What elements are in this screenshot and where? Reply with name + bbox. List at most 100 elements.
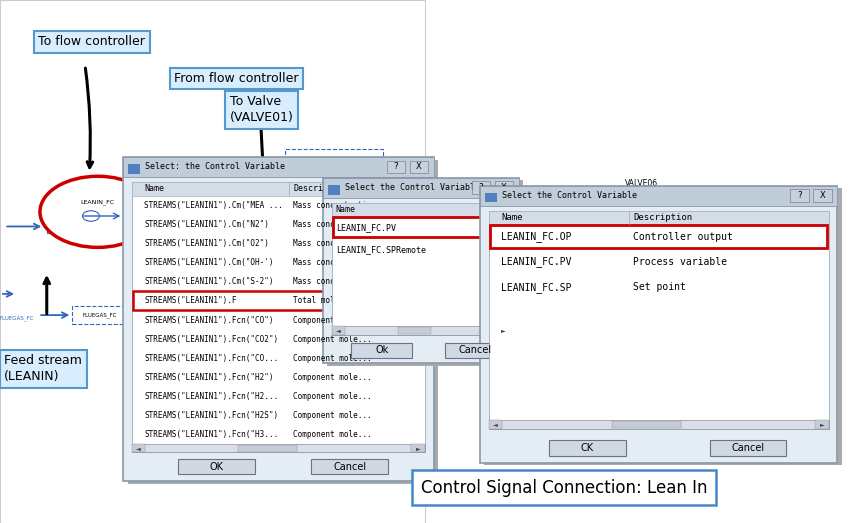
- Bar: [328, 185, 340, 195]
- Text: From flow controller: From flow controller: [174, 72, 298, 85]
- Text: VALVE06: VALVE06: [626, 179, 658, 188]
- Text: Control Signal Connection: Lean In: Control Signal Connection: Lean In: [421, 479, 707, 496]
- Text: STREAMS("LEANIN1").Fcn("CO2"): STREAMS("LEANIN1").Fcn("CO2"): [144, 335, 279, 344]
- Bar: [323, 178, 518, 198]
- Bar: [489, 420, 829, 429]
- Text: STREAMS("LEANIN1").Cm("N2"): STREAMS("LEANIN1").Cm("N2"): [144, 220, 269, 229]
- Bar: [128, 164, 140, 174]
- Bar: [411, 444, 425, 452]
- Text: FLUEGAS_FC: FLUEGAS_FC: [0, 315, 34, 321]
- Text: Process variable: Process variable: [633, 257, 728, 267]
- Text: STREAMS("LEANIN1").Cm("S-2"): STREAMS("LEANIN1").Cm("S-2"): [144, 277, 274, 286]
- Text: 2: 2: [393, 184, 397, 190]
- Bar: [285, 149, 382, 199]
- Text: STREAMS("LEANIN1").Fcn("H2...: STREAMS("LEANIN1").Fcn("H2...: [144, 392, 279, 401]
- Text: OK: OK: [209, 461, 224, 472]
- Text: LEANIN_FC: LEANIN_FC: [81, 200, 115, 205]
- Text: X: X: [502, 183, 507, 192]
- Text: LEANIN_FC.PV: LEANIN_FC.PV: [502, 257, 572, 267]
- Text: ►: ►: [501, 328, 506, 333]
- Bar: [332, 326, 345, 335]
- Text: X: X: [820, 191, 825, 200]
- Text: Component mole...: Component mole...: [293, 430, 371, 439]
- Text: Select: the Control Variable: Select: the Control Variable: [145, 162, 286, 172]
- Bar: [445, 343, 506, 358]
- Text: STREAMS("LEANIN1").Fcn("H3...: STREAMS("LEANIN1").Fcn("H3...: [144, 430, 279, 439]
- Polygon shape: [185, 222, 202, 237]
- Text: STREAMS("LEANIN1").Cm("MEA ...: STREAMS("LEANIN1").Cm("MEA ...: [144, 201, 283, 210]
- Bar: [612, 421, 681, 428]
- Text: Controller output: Controller output: [633, 232, 733, 242]
- Text: ?: ?: [479, 183, 484, 192]
- Text: ►: ►: [416, 446, 421, 451]
- Text: Mass concentrati...: Mass concentrati...: [293, 277, 381, 286]
- Text: STREAMS("LEANIN1").Cm("OH-'): STREAMS("LEANIN1").Cm("OH-'): [144, 258, 274, 267]
- Text: Cancel: Cancel: [459, 345, 492, 356]
- Text: ◄: ◄: [493, 422, 498, 427]
- Bar: [132, 182, 425, 196]
- Bar: [790, 189, 809, 202]
- Bar: [132, 444, 425, 452]
- Bar: [311, 459, 388, 474]
- Bar: [480, 186, 837, 463]
- Bar: [813, 189, 832, 202]
- Bar: [410, 161, 428, 173]
- Bar: [333, 217, 508, 237]
- Bar: [484, 188, 842, 465]
- Bar: [239, 445, 297, 452]
- Bar: [485, 193, 497, 202]
- Text: STREAMS("LEANIN1").Fcn("H2S"): STREAMS("LEANIN1").Fcn("H2S"): [144, 411, 279, 420]
- Text: ?: ?: [797, 191, 802, 200]
- Text: Component mole...: Component mole...: [293, 335, 371, 344]
- Text: ?: ?: [394, 162, 399, 172]
- Text: ABS...: ABS...: [246, 202, 264, 208]
- Text: LEANIN_FC.PV: LEANIN_FC.PV: [336, 223, 396, 232]
- Bar: [489, 211, 829, 429]
- Text: ◄: ◄: [336, 328, 341, 333]
- Polygon shape: [168, 222, 185, 237]
- Polygon shape: [320, 306, 337, 321]
- Text: STREAMS("LEANIN1").Fcn("CO"): STREAMS("LEANIN1").Fcn("CO"): [144, 315, 274, 325]
- Bar: [495, 181, 513, 194]
- Bar: [398, 327, 431, 334]
- Text: STREAMS("LEANIN1").F: STREAMS("LEANIN1").F: [144, 297, 237, 305]
- Text: ►: ►: [819, 422, 824, 427]
- Text: Component mole...: Component mole...: [293, 411, 371, 420]
- Text: STREAMS("LEANIN1").Fcn("CO...: STREAMS("LEANIN1").Fcn("CO...: [144, 354, 279, 363]
- Text: FLUEGAS_FC: FLUEGAS_FC: [82, 312, 117, 318]
- Bar: [332, 203, 510, 335]
- Bar: [327, 180, 523, 366]
- Text: Select the Control Variabl...: Select the Control Variabl...: [345, 183, 490, 192]
- Text: Cancel: Cancel: [333, 461, 366, 472]
- Bar: [132, 444, 145, 452]
- Text: STREAMS("LEANIN1").Cm("O2"): STREAMS("LEANIN1").Cm("O2"): [144, 239, 269, 248]
- Bar: [332, 326, 510, 335]
- Bar: [496, 326, 510, 335]
- Bar: [480, 186, 837, 206]
- Bar: [123, 157, 434, 177]
- Text: Select the Control Variable: Select the Control Variable: [502, 191, 638, 200]
- Text: Mass concentrati...: Mass concentrati...: [293, 220, 381, 229]
- Text: Component mole...: Component mole...: [293, 373, 371, 382]
- Bar: [72, 306, 128, 324]
- Text: Name: Name: [144, 184, 165, 194]
- Text: Feed stream
(LEANIN): Feed stream (LEANIN): [4, 354, 82, 383]
- Bar: [332, 203, 510, 217]
- Bar: [490, 225, 827, 248]
- Text: Total mole flow: Total mole flow: [293, 297, 363, 305]
- Bar: [132, 182, 425, 452]
- Text: Set point: Set point: [633, 282, 686, 292]
- Bar: [178, 459, 254, 474]
- Text: Name: Name: [502, 213, 523, 222]
- Bar: [549, 440, 626, 456]
- Circle shape: [40, 176, 156, 247]
- Text: Name: Name: [336, 205, 356, 214]
- Text: VALVEC1: VALVEC1: [172, 246, 199, 252]
- Bar: [472, 181, 490, 194]
- Text: ABSORBER: ABSORBER: [253, 299, 286, 304]
- Text: Mass concentrati...: Mass concentrati...: [293, 258, 381, 267]
- Text: To flow controller: To flow controller: [38, 36, 145, 48]
- Text: ◄: ◄: [136, 446, 141, 451]
- Text: CK: CK: [581, 443, 594, 453]
- Bar: [0, 0, 425, 523]
